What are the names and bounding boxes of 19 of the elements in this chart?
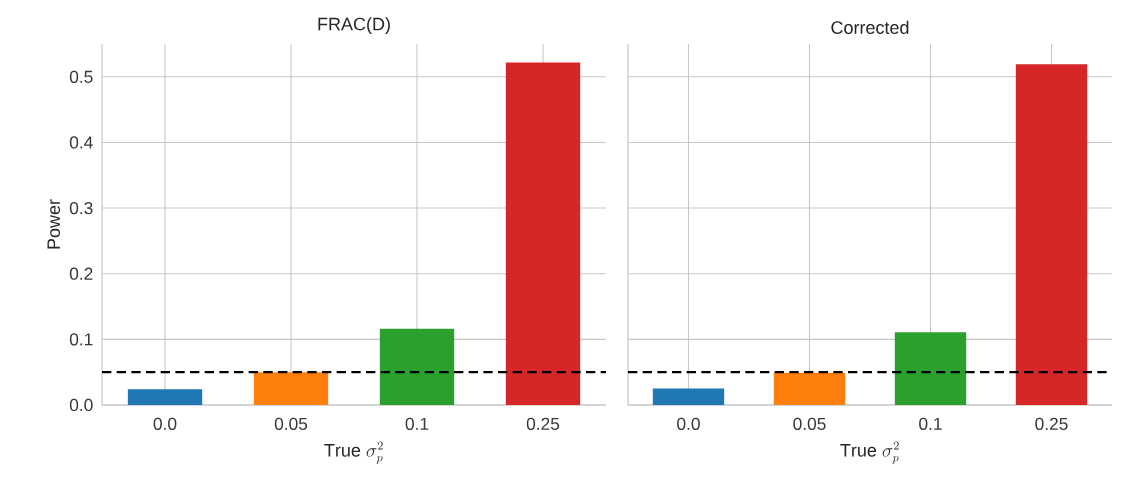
x-axis-title: $\mathrm{True}\ \sigma_p^2$ [324, 441, 383, 464]
y-tick-label: 0.3 [69, 201, 93, 215]
y-tick-label: 0.0 [69, 398, 93, 412]
y-tick-label: 0.2 [69, 267, 93, 280]
x-axis-title: $\mathrm{True}\ \sigma_p^2$ [840, 441, 899, 464]
y-tick-label: 0.4 [69, 136, 93, 149]
y-axis-title: Power [47, 199, 61, 249]
x-tick-label: 0.0 [677, 417, 700, 430]
y-tick-label: 0.1 [69, 333, 93, 346]
x-tick-label: 0.25 [1035, 417, 1068, 430]
x-tick-label: 0.1 [919, 417, 942, 430]
chart-title: Corrected [831, 20, 909, 34]
x-tick-label: 0.05 [274, 417, 308, 430]
x-tick-label: 0.1 [405, 417, 429, 430]
x-tick-label: 0.0 [153, 417, 177, 430]
x-tick-label: 0.25 [526, 417, 560, 430]
x-tick-label: 0.05 [793, 417, 826, 430]
y-tick-label: 0.5 [69, 70, 93, 83]
chart-title: FRAC(D) [318, 17, 390, 34]
